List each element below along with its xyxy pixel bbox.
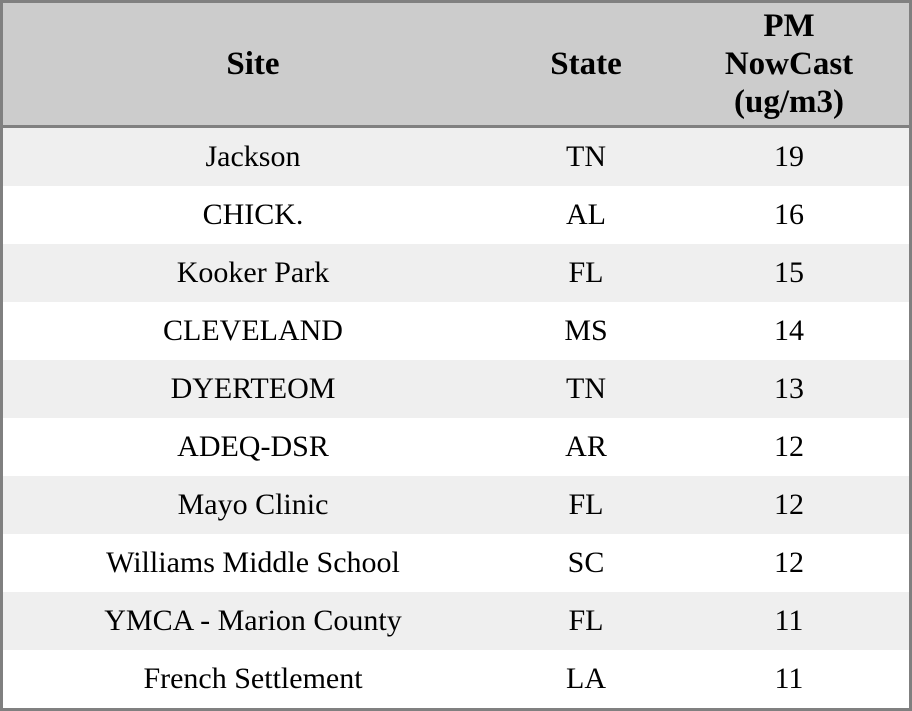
cell-site: Mayo Clinic <box>3 476 503 534</box>
cell-state: AR <box>503 418 669 476</box>
cell-state: TN <box>503 126 669 186</box>
column-header-pm-nowcast: PM NowCast (ug/m3) <box>669 3 909 128</box>
table-row: DYERTEOM TN 13 <box>3 360 909 418</box>
pm-nowcast-table: Site State PM NowCast (ug/m3) Jackson TN 1… <box>3 3 909 708</box>
column-header-state: State <box>503 3 669 128</box>
table-row: Kooker Park FL 15 <box>3 244 909 302</box>
cell-state: FL <box>503 476 669 534</box>
cell-state: TN <box>503 360 669 418</box>
cell-site: Jackson <box>3 126 503 186</box>
table-row: YMCA - Marion County FL 11 <box>3 592 909 650</box>
cell-site: CHICK. <box>3 186 503 244</box>
column-header-site-label: Site <box>226 46 280 82</box>
cell-pm-nowcast: 14 <box>669 302 909 360</box>
table-row: Jackson TN 19 <box>3 126 909 186</box>
table-row: CHICK. AL 16 <box>3 186 909 244</box>
cell-pm-nowcast: 13 <box>669 360 909 418</box>
cell-site: Williams Middle School <box>3 534 503 592</box>
cell-pm-nowcast: 11 <box>669 650 909 708</box>
cell-site: DYERTEOM <box>3 360 503 418</box>
cell-state: AL <box>503 186 669 244</box>
table-row: Mayo Clinic FL 12 <box>3 476 909 534</box>
cell-site: YMCA - Marion County <box>3 592 503 650</box>
cell-pm-nowcast: 11 <box>669 592 909 650</box>
column-header-pm-nowcast-line1: PM <box>763 8 815 44</box>
cell-site: CLEVELAND <box>3 302 503 360</box>
column-header-pm-nowcast-line2: NowCast <box>724 46 854 82</box>
cell-site: ADEQ-DSR <box>3 418 503 476</box>
table-header: Site State PM NowCast (ug/m3) <box>3 3 909 128</box>
table-row: French Settlement LA 11 <box>3 650 909 708</box>
cell-pm-nowcast: 12 <box>669 476 909 534</box>
cell-state: MS <box>503 302 669 360</box>
table-row: ADEQ-DSR AR 12 <box>3 418 909 476</box>
column-header-pm-nowcast-line3: (ug/m3) <box>734 84 844 120</box>
cell-site: French Settlement <box>3 650 503 708</box>
table-row: Williams Middle School SC 12 <box>3 534 909 592</box>
cell-state: FL <box>503 244 669 302</box>
cell-state: FL <box>503 592 669 650</box>
cell-pm-nowcast: 12 <box>669 534 909 592</box>
cell-pm-nowcast: 16 <box>669 186 909 244</box>
cell-state: SC <box>503 534 669 592</box>
column-header-site: Site <box>3 3 503 128</box>
cell-pm-nowcast: 19 <box>669 126 909 186</box>
cell-pm-nowcast: 12 <box>669 418 909 476</box>
column-header-state-label: State <box>550 46 622 82</box>
cell-state: LA <box>503 650 669 708</box>
table-header-row: Site State PM NowCast (ug/m3) <box>3 3 909 128</box>
cell-pm-nowcast: 15 <box>669 244 909 302</box>
table-row: CLEVELAND MS 14 <box>3 302 909 360</box>
cell-site: Kooker Park <box>3 244 503 302</box>
table-body: Jackson TN 19 CHICK. AL 16 Kooker Park FL 15 CLEV… <box>3 126 909 708</box>
